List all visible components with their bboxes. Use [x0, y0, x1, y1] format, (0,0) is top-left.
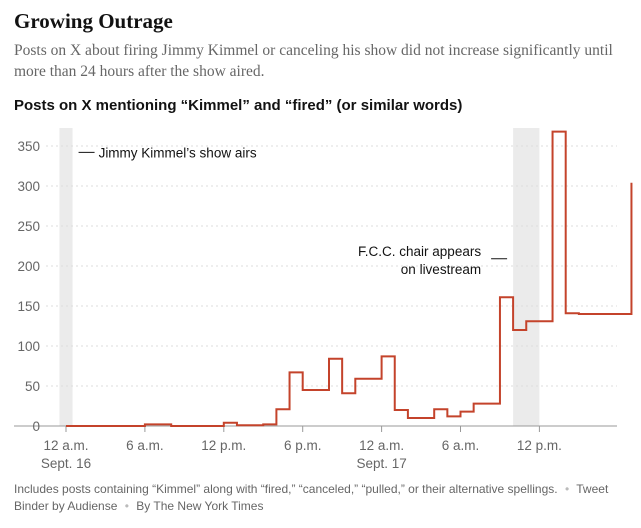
data-point [439, 407, 443, 411]
x-tick-label: 12 a.m. [359, 438, 404, 453]
data-point [110, 424, 114, 428]
y-tick-label: 150 [17, 299, 40, 314]
data-point [294, 370, 298, 374]
chart-footer: Includes posts containing “Kimmel” along… [14, 481, 614, 515]
data-point [84, 424, 88, 428]
data-point [136, 424, 140, 428]
data-point [189, 424, 193, 428]
data-point [452, 414, 456, 418]
data-point [281, 407, 285, 411]
shaded-range-show-airs [59, 128, 73, 426]
data-point [176, 424, 180, 428]
y-tick-label: 50 [25, 379, 40, 394]
footer-separator: • [564, 482, 570, 496]
chart-subtitle: Posts on X about firing Jimmy Kimmel or … [14, 42, 613, 80]
data-point [544, 319, 548, 323]
chart-title: Posts on X mentioning “Kimmel” and “fire… [14, 97, 463, 114]
data-point [97, 424, 101, 428]
shaded-range-fcc-livestream [513, 128, 540, 426]
x-tick-sublabel: Sept. 17 [356, 456, 406, 471]
x-tick-label: 6 a.m. [442, 438, 480, 453]
y-tick-label: 200 [17, 259, 40, 274]
x-tick-label: 12 p.m. [517, 438, 562, 453]
data-point [71, 424, 75, 428]
data-point [215, 424, 219, 428]
data-point [320, 388, 324, 392]
data-point [347, 391, 351, 395]
y-tick-label: 300 [17, 179, 40, 194]
data-point [399, 408, 403, 412]
annotation-show-airs: Jimmy Kimmel’s show airs [99, 145, 257, 160]
data-point [623, 312, 627, 316]
annotation-fcc-chair: F.C.C. chair appears on livestream [358, 244, 481, 277]
footer-separator: • [124, 499, 129, 513]
series-line [66, 130, 633, 427]
chart-headline: Growing Outrage [14, 9, 173, 33]
data-point [426, 416, 430, 420]
data-point [373, 377, 377, 381]
data-point [583, 312, 587, 316]
data-point [360, 377, 364, 381]
data-point [636, 181, 640, 185]
footer-note: Includes posts containing “Kimmel” along… [14, 482, 558, 496]
y-tick-label: 100 [17, 339, 40, 354]
data-point [242, 423, 246, 427]
data-point [597, 312, 601, 316]
data-point [149, 422, 153, 426]
data-point [202, 424, 206, 428]
x-tick-label: 6 p.m. [284, 438, 322, 453]
footer-credit: By The New York Times [136, 499, 264, 513]
y-tick-label: 350 [17, 139, 40, 154]
data-point [412, 416, 416, 420]
data-point [123, 424, 127, 428]
data-point [228, 421, 232, 425]
data-point [307, 388, 311, 392]
data-point [610, 312, 614, 316]
y-tick-label: 0 [32, 419, 40, 434]
x-tick-sublabel: Sept. 16 [41, 456, 91, 471]
data-point [557, 130, 561, 134]
data-point [505, 295, 509, 299]
data-point [465, 410, 469, 414]
x-tick-label: 6 a.m. [126, 438, 164, 453]
data-point [518, 328, 522, 332]
y-tick-label: 250 [17, 219, 40, 234]
footer-source: Tweet Binder by Audiense [14, 482, 609, 513]
data-point [478, 402, 482, 406]
data-point [491, 402, 495, 406]
x-tick-label: 12 a.m. [43, 438, 88, 453]
data-point [386, 354, 390, 358]
data-point [163, 422, 167, 426]
x-tick-label: 12 p.m. [201, 438, 246, 453]
data-point [255, 423, 259, 427]
data-point [334, 357, 338, 361]
data-point [268, 422, 272, 426]
data-point [570, 311, 574, 315]
data-point [531, 319, 535, 323]
